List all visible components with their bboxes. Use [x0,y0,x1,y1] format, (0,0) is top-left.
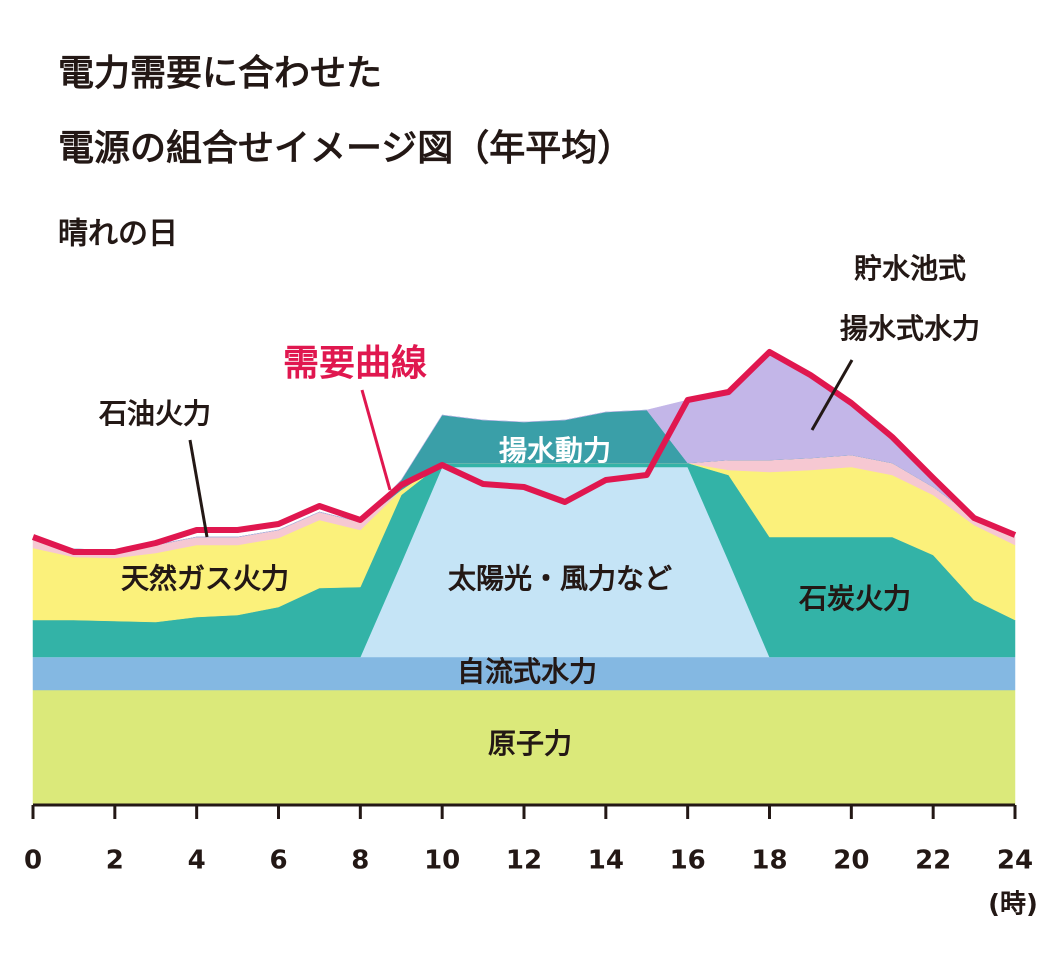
x-tick-label: 18 [751,846,787,876]
x-tick-label: 22 [915,846,951,876]
series-label: 石油火力 [98,397,211,430]
series-label: 原子力 [488,727,572,760]
series-label: 石炭火力 [798,582,911,615]
chart-title: 電源の組合せイメージ図（年平均） [58,128,633,169]
chart-title: 電力需要に合わせた [58,53,382,94]
demand-line [31,349,1017,555]
series-label: 揚水動力 [499,434,611,467]
x-tick-label: 0 [24,846,42,876]
x-tick-label: 10 [424,846,460,876]
x-tick-label: 20 [833,846,869,876]
x-tick-label: 14 [588,846,624,876]
x-tick-label: 4 [188,846,206,876]
x-tick-label: 2 [106,846,124,876]
series-label: 天然ガス火力 [121,562,289,595]
series-label: 自流式水力 [457,655,597,688]
x-tick-label: 6 [269,846,287,876]
x-tick-label: 8 [351,846,369,876]
leader-line [188,439,209,538]
series-label: 揚水式水力 [840,312,980,345]
leader-line [810,359,854,431]
x-tick-label: 16 [670,846,706,876]
series-label: 太陽光・風力など [448,562,672,595]
x-tick-label: 24 [997,846,1033,876]
chart-subtitle: 晴れの日 [58,217,178,252]
leader-line [360,389,392,491]
x-axis-label: (時) [988,890,1038,920]
x-tick-label: 12 [506,846,542,876]
series-label: 貯水池式 [854,252,966,285]
series-label: 需要曲線 [283,343,427,384]
